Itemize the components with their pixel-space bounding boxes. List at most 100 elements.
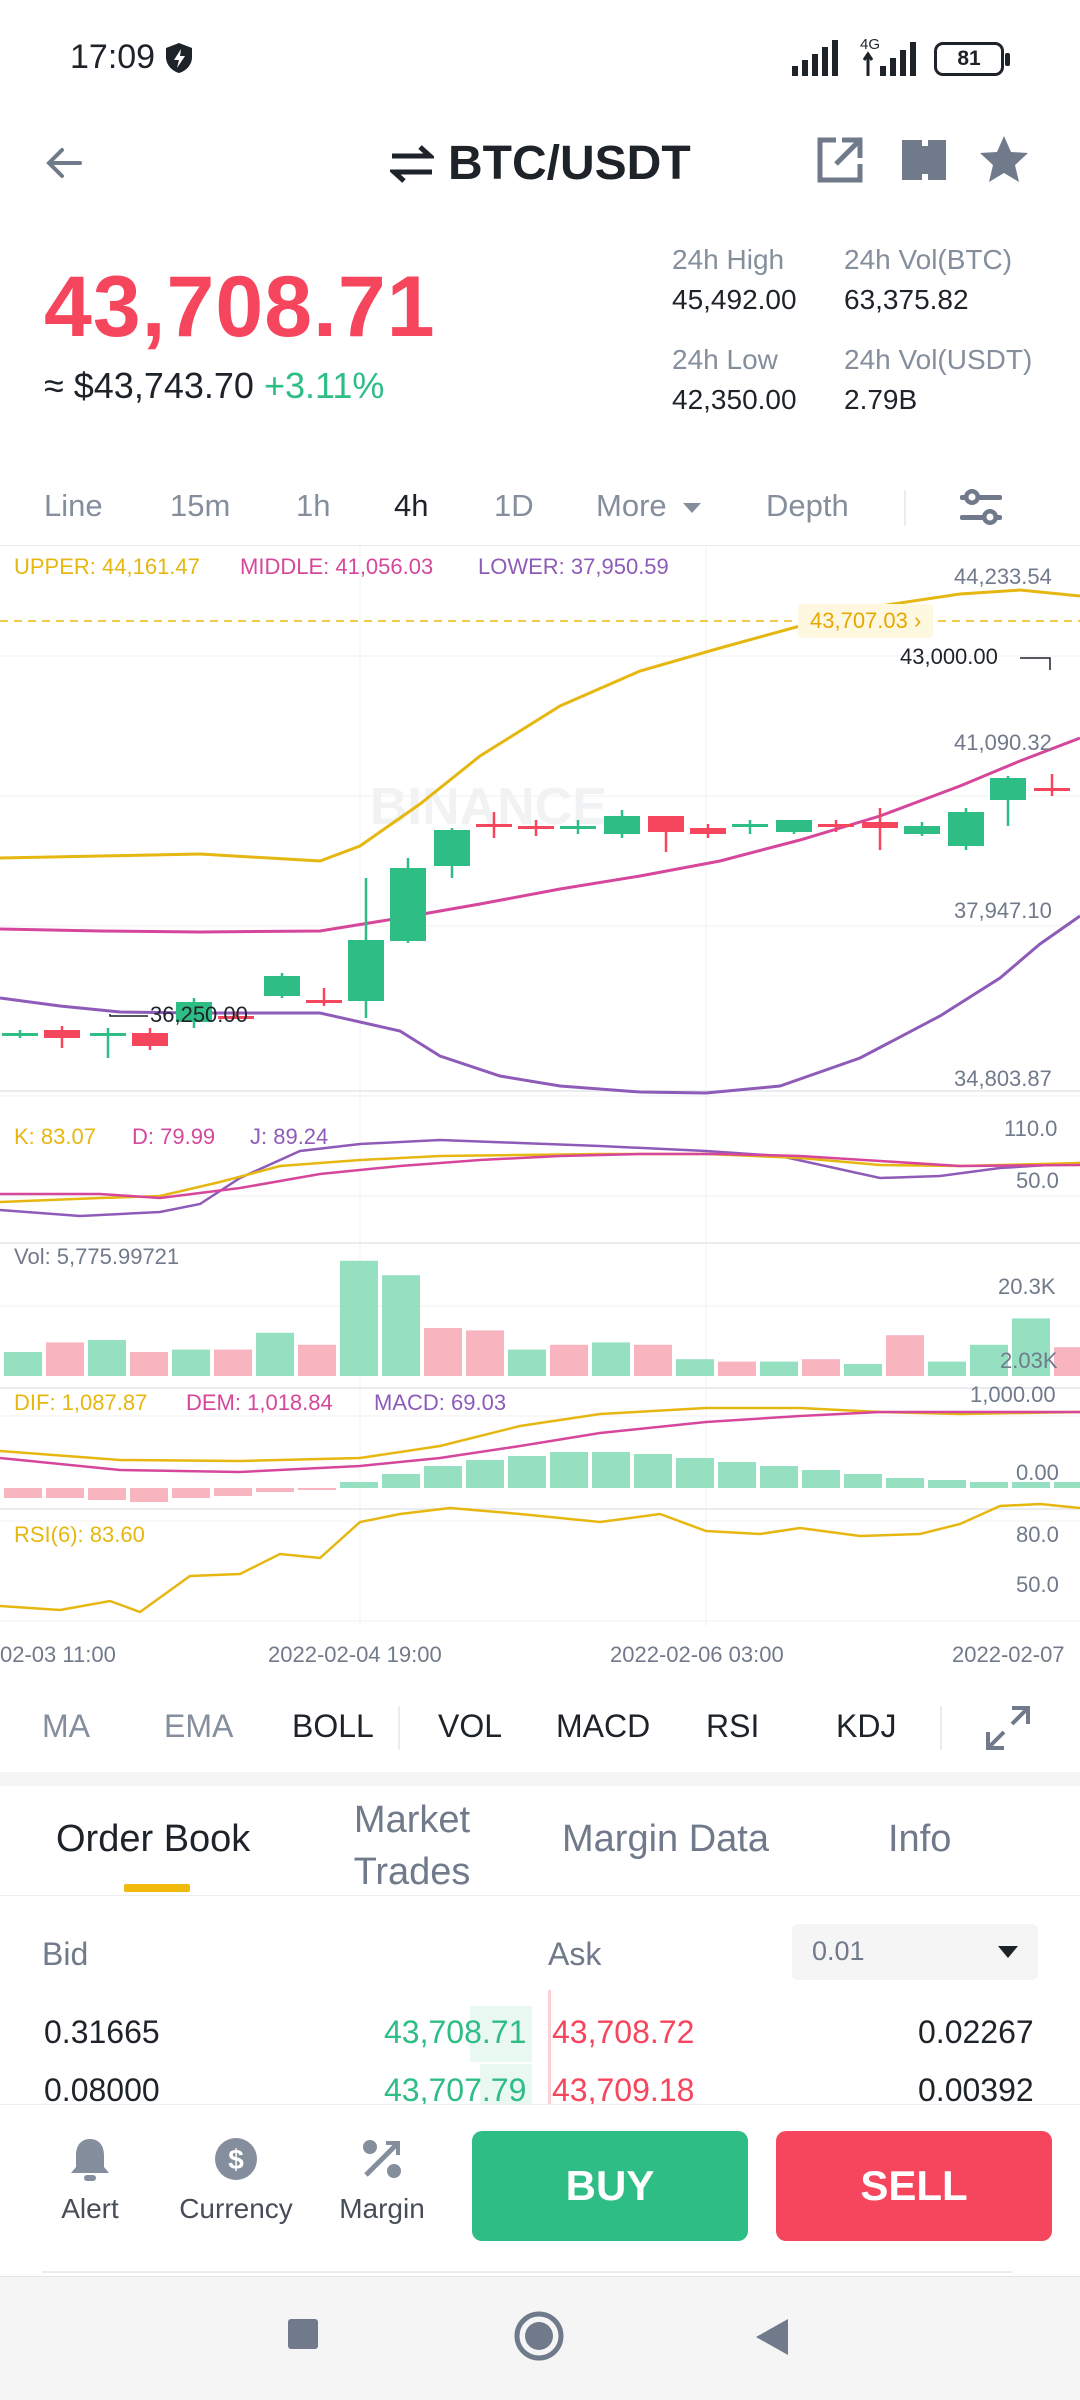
rsi-axis-label: 50.0: [1016, 1572, 1059, 1597]
back-arrow-icon[interactable]: [40, 138, 90, 188]
tab-4h[interactable]: 4h: [394, 488, 429, 523]
volume-bar: [928, 1361, 966, 1376]
volume-series: [4, 1260, 1080, 1376]
candle-body: [518, 826, 554, 829]
rsi-axis-label: 80.0: [1016, 1522, 1059, 1547]
tab-line[interactable]: Line: [44, 488, 103, 523]
fullscreen-icon[interactable]: [984, 1704, 1032, 1752]
candle-body: [348, 940, 384, 1001]
stat-24h-high: 24h High 45,492.00: [672, 244, 797, 316]
volume-axis-label: 20.3K: [998, 1274, 1056, 1299]
candle-body: [690, 828, 726, 834]
order-book-row[interactable]: 0.08000 43,707.79 43,709.18 0.00392: [0, 2064, 1080, 2120]
macd-bar: [1012, 1482, 1050, 1488]
price-axis-label: 44,233.54: [954, 564, 1052, 589]
tab-order-book[interactable]: Order Book: [56, 1818, 251, 1860]
battery-indicator: 81: [934, 42, 1010, 76]
recent-apps-icon[interactable]: [286, 2317, 320, 2351]
pair-selector[interactable]: BTC/USDT: [390, 136, 691, 191]
candle-body: [862, 822, 898, 828]
stat-value: 63,375.82: [844, 284, 969, 315]
svg-text:$: $: [228, 2144, 244, 2175]
margin-button[interactable]: Margin: [312, 2135, 452, 2225]
kdj-j-label: J: 89.24: [250, 1124, 329, 1149]
star-icon[interactable]: [976, 132, 1032, 188]
timeframe-bar: Line 15m 1h 4h 1D More Depth: [0, 470, 1080, 546]
candle-body: [1034, 788, 1070, 791]
status-bar: 17:09 4G 81: [0, 0, 1080, 118]
tab-1h[interactable]: 1h: [296, 488, 331, 523]
divider: [42, 2271, 1012, 2273]
stat-value: 45,492.00: [672, 284, 797, 315]
indicator-vol[interactable]: VOL: [438, 1708, 503, 1744]
indicator-kdj[interactable]: KDJ: [836, 1708, 897, 1744]
percent-icon: [363, 2140, 401, 2178]
candle-body: [776, 820, 812, 832]
current-price-tag[interactable]: 43,707.03 ›: [798, 604, 934, 638]
depth-precision-select[interactable]: 0.01: [792, 1924, 1038, 1980]
low-marker: 36,250.00: [150, 1002, 248, 1027]
kline-chart[interactable]: BINANCE UPPER: 44,161.47 MIDDLE: 41,056.…: [0, 546, 1080, 1667]
macd-dif-label: DIF: 1,087.87: [14, 1390, 148, 1415]
macd-bar: [424, 1466, 462, 1488]
divider: [398, 1706, 400, 1750]
tab-more[interactable]: More: [596, 488, 703, 524]
share-icon[interactable]: [812, 132, 868, 188]
low-marker-line: [109, 1014, 148, 1017]
tab-info[interactable]: Info: [888, 1818, 952, 1860]
macd-bar: [760, 1466, 798, 1488]
stat-label: 24h Vol(USDT): [844, 344, 1033, 375]
indicator-macd[interactable]: MACD: [556, 1708, 651, 1744]
candle-body: [560, 826, 596, 829]
macd-bar: [676, 1458, 714, 1488]
indicator-ema[interactable]: EMA: [164, 1708, 234, 1744]
chart-settings-icon[interactable]: [956, 484, 1006, 532]
stat-24h-vol-btc: 24h Vol(BTC) 63,375.82: [844, 244, 1012, 316]
order-book-row[interactable]: 0.31665 43,708.71 43,708.72 0.02267: [0, 2006, 1080, 2062]
macd-bar: [718, 1462, 756, 1488]
indicator-rsi[interactable]: RSI: [706, 1708, 760, 1744]
sell-button[interactable]: SELL: [776, 2131, 1052, 2241]
tab-depth[interactable]: Depth: [766, 488, 849, 523]
volume-bar: [550, 1344, 588, 1376]
bid-header: Bid: [42, 1936, 89, 1972]
buy-button[interactable]: BUY: [472, 2131, 748, 2241]
signal-icon: [792, 40, 838, 76]
macd-bar: [970, 1482, 1008, 1488]
volume-bar: [718, 1361, 756, 1376]
macd-bar: [550, 1452, 588, 1488]
caret-down-icon: [683, 502, 702, 513]
boll-middle-label: MIDDLE: 41,056.03: [240, 554, 434, 579]
volume-bar: [46, 1342, 84, 1376]
macd-bar: [886, 1478, 924, 1488]
home-icon[interactable]: [512, 2309, 566, 2363]
volume-label: Vol: 5,775.99721: [14, 1244, 180, 1269]
kdj-axis-label: 50.0: [1016, 1168, 1059, 1193]
alert-button[interactable]: Alert: [20, 2135, 160, 2225]
indicator-boll[interactable]: BOLL: [292, 1708, 374, 1744]
tab-market-trades[interactable]: Market Trades: [350, 1794, 474, 1898]
macd-bar: [256, 1488, 294, 1492]
kdj-k-label: K: 83.07: [14, 1124, 96, 1149]
candle-body: [264, 976, 300, 996]
tab-1d[interactable]: 1D: [494, 488, 534, 523]
macd-bar: [130, 1488, 168, 1502]
volume-bar: [256, 1332, 294, 1376]
tab-15m[interactable]: 15m: [170, 488, 231, 523]
candle-body: [306, 1000, 342, 1003]
chart-layout-icon[interactable]: [896, 132, 952, 188]
bid-quantity: 0.31665: [44, 2014, 160, 2050]
macd-bar: [592, 1452, 630, 1488]
back-icon[interactable]: [752, 2317, 792, 2357]
volume-bar: [1054, 1347, 1080, 1376]
stat-label: 24h Vol(BTC): [844, 244, 1013, 275]
price-axis-label: 41,090.32: [954, 730, 1052, 755]
current-price-tag-value: 43,707.03: [810, 608, 908, 633]
candle-body: [648, 816, 684, 832]
order-book-tabs: Order Book Market Trades Margin Data Inf…: [0, 1786, 1080, 1896]
tab-margin-data[interactable]: Margin Data: [562, 1818, 769, 1860]
bid-quantity: 0.08000: [44, 2072, 160, 2108]
price-usd-row: ≈ $43,743.70 +3.11%: [44, 365, 384, 407]
indicator-ma[interactable]: MA: [42, 1708, 90, 1744]
currency-button[interactable]: $ Currency: [166, 2135, 306, 2225]
